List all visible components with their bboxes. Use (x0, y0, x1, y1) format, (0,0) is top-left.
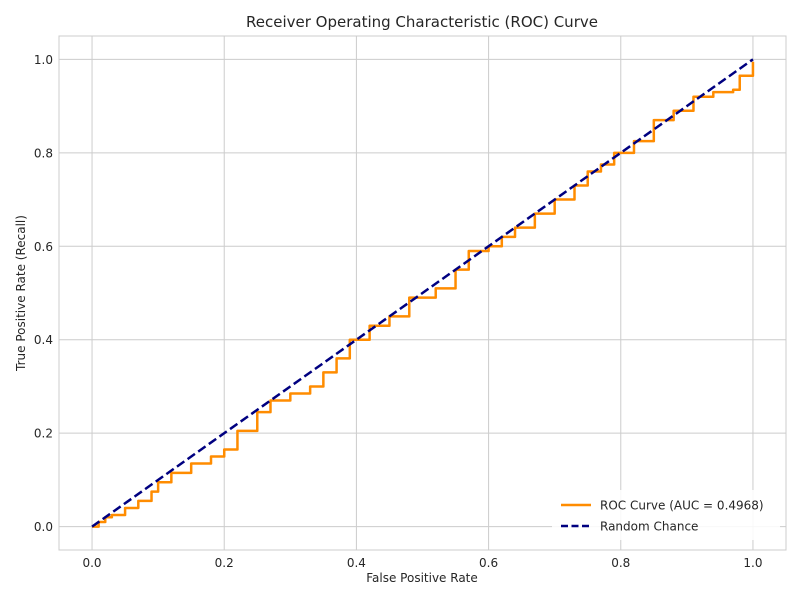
y-tick-label: 0.8 (34, 146, 53, 160)
legend-label-random-chance: Random Chance (600, 520, 698, 534)
x-axis-label: False Positive Rate (366, 571, 478, 585)
y-tick-label: 0.2 (34, 427, 53, 441)
random-chance-line (91, 58, 754, 528)
y-tick-label: 0.4 (34, 333, 53, 347)
legend-box (552, 490, 780, 540)
x-tick-label: 1.0 (743, 556, 762, 570)
legend-label-roc-curve: ROC Curve (AUC = 0.4968) (600, 499, 764, 513)
grid (59, 36, 786, 550)
x-tick-label: 0.8 (611, 556, 630, 570)
legend: ROC Curve (AUC = 0.4968) Random Chance (552, 490, 780, 540)
x-tick-label: 0.0 (82, 556, 101, 570)
x-tick-label: 0.4 (347, 556, 366, 570)
tick-labels: 0.0 0.2 0.4 0.6 0.8 1.0 0.0 0.2 0.4 0.6 0.8 1.0 (34, 53, 763, 570)
series-layer (91, 58, 755, 528)
y-tick-label: 0.0 (34, 520, 53, 534)
x-tick-label: 0.2 (215, 556, 234, 570)
axes-frame (58, 35, 787, 551)
chart-title: Receiver Operating Characteristic (ROC) … (246, 13, 598, 31)
x-tick-label: 0.6 (479, 556, 498, 570)
y-axis-label: True Positive Rate (Recall) (14, 215, 28, 372)
axes-border (58, 35, 787, 551)
y-tick-label: 0.6 (34, 240, 53, 254)
y-tick-label: 1.0 (34, 53, 53, 67)
